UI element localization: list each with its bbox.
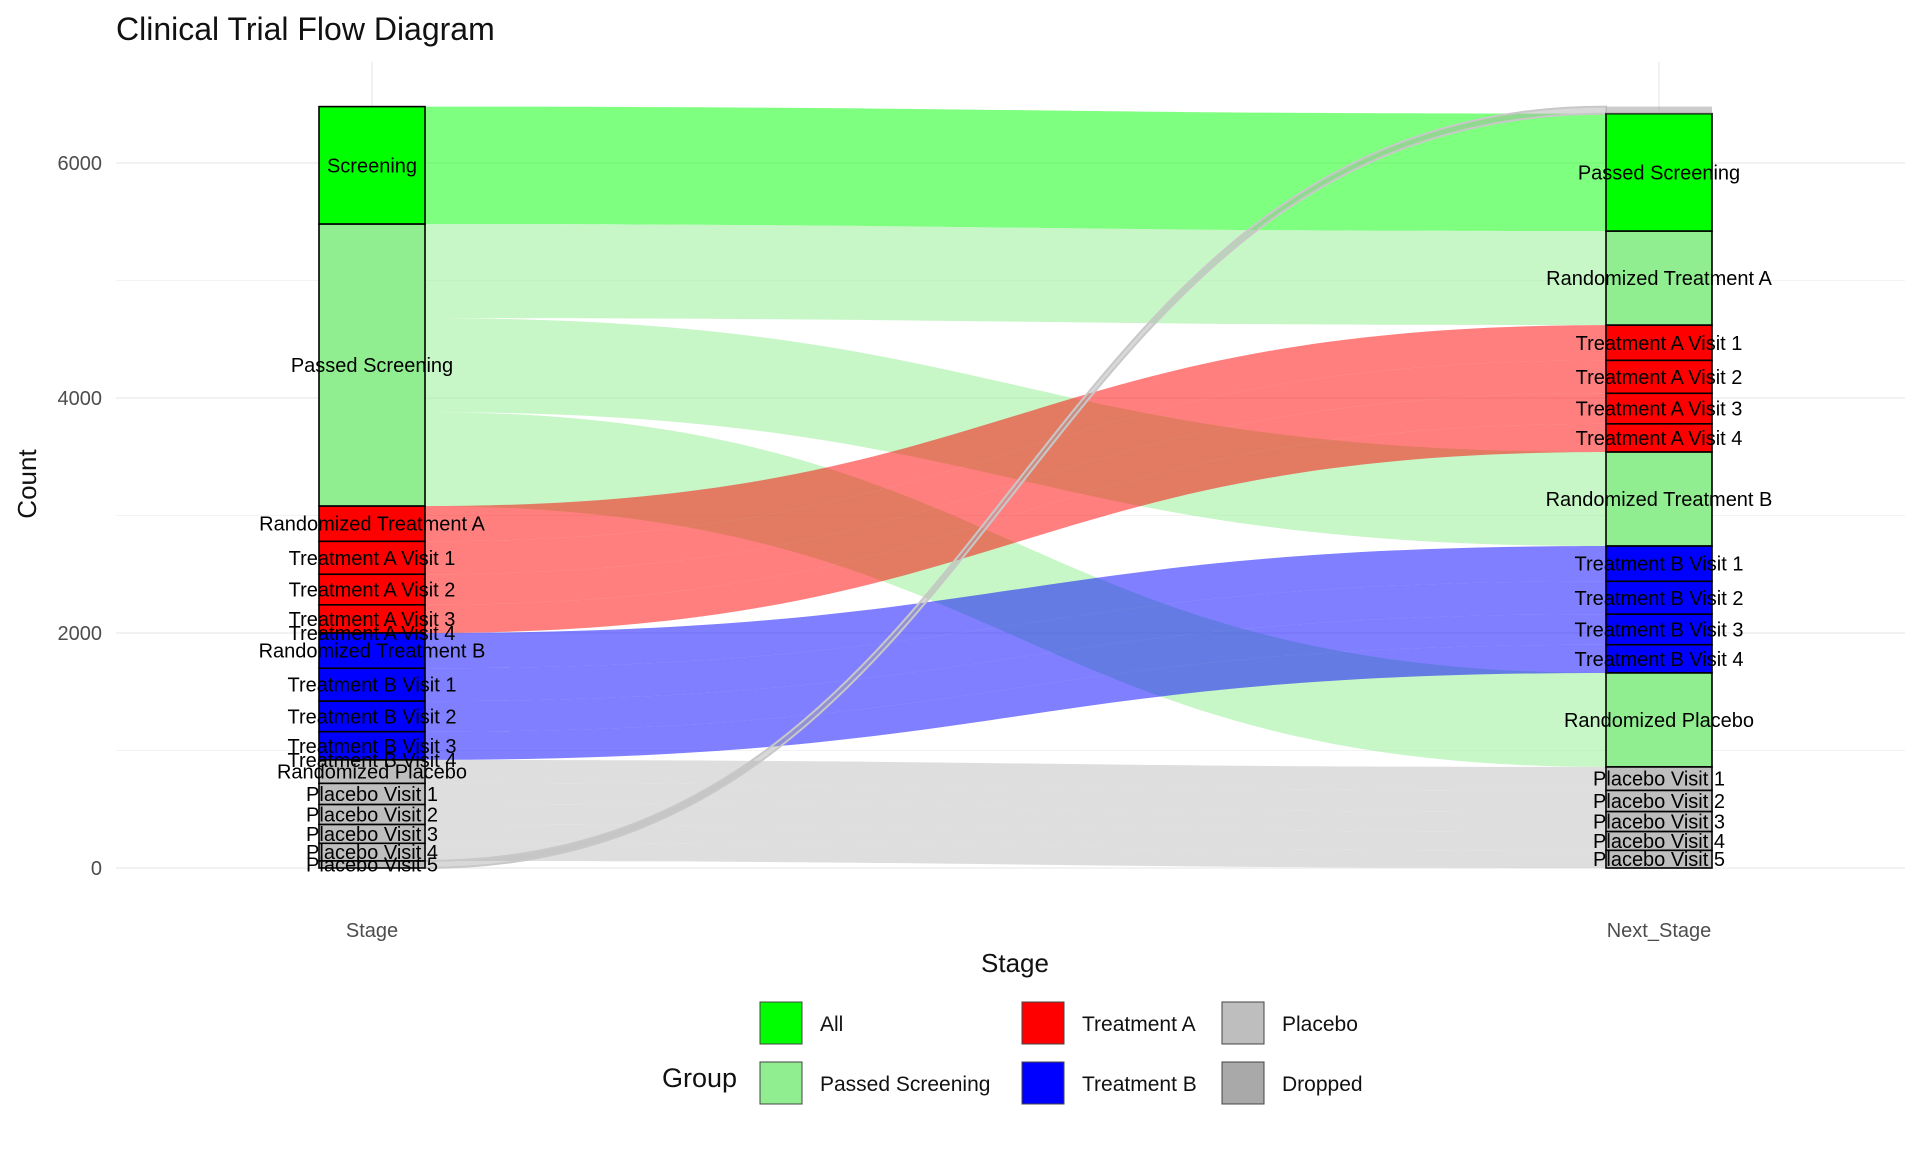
flow-band-placebo-visit-1-to-placebo-visit-2 [425, 783, 1606, 812]
node-label-next-stage-randomized-treatment-a: Randomized Treatment A [1546, 268, 1772, 290]
node-label-next-stage-treatment-b-visit-3: Treatment B Visit 3 [1575, 619, 1744, 641]
node-label-next-stage-placebo-visit-2: Placebo Visit 2 [1593, 791, 1725, 813]
y-tick-label: 6000 [58, 153, 103, 175]
node-next-stage-passed-screening [1605, 112, 1713, 232]
legend-title: Group [662, 1063, 737, 1093]
node-label-stage-placebo-visit-3: Placebo Visit 3 [306, 824, 438, 846]
flow-band-treatment-b-visit-2-to-treatment-b-visit-3 [425, 614, 1606, 732]
flow-band-placebo-visit-3-to-placebo-visit-4 [425, 824, 1606, 851]
node-next-stage-treatment-a-visit-1 [1605, 324, 1713, 362]
node-label-next-stage-treatment-a-visit-3: Treatment A Visit 3 [1576, 399, 1743, 421]
flow-band-placebo-visit-2-to-placebo-visit-3 [425, 804, 1606, 832]
node-label-next-stage-placebo-visit-1: Placebo Visit 1 [1593, 769, 1725, 791]
node-label-next-stage-randomized-treatment-b: Randomized Treatment B [1546, 489, 1773, 511]
chart-title: Clinical Trial Flow Diagram [116, 11, 495, 47]
y-tick-label: 0 [91, 858, 102, 880]
node-stage-treatment-b-visit-1 [318, 667, 426, 702]
node-label-stage-treatment-b-visit-1: Treatment B Visit 1 [288, 675, 457, 697]
node-label-next-stage-randomized-placebo: Randomized Placebo [1564, 710, 1754, 732]
legend-label-all: All [820, 1013, 843, 1036]
node-label-stage-passed-screening: Passed Screening [291, 355, 453, 377]
legend-swatch-placebo [1221, 1001, 1265, 1045]
node-next-stage-dropped [1606, 106, 1712, 114]
node-label-stage-randomized-placebo: Randomized Placebo [277, 762, 467, 784]
node-label-next-stage-placebo-visit-5: Placebo Visit 5 [1593, 849, 1725, 871]
node-label-stage-placebo-visit-2: Placebo Visit 2 [306, 805, 438, 827]
legend-label-treatment-b: Treatment B [1082, 1073, 1197, 1096]
node-label-stage-randomized-treatment-b: Randomized Treatment B [259, 641, 486, 663]
node-label-stage-treatment-a-visit-3: Treatment A Visit 3 [289, 609, 456, 631]
node-label-stage-treatment-a-visit-2: Treatment A Visit 2 [289, 580, 456, 602]
node-label-stage-treatment-b-visit-2: Treatment B Visit 2 [288, 706, 457, 728]
node-label-stage-treatment-b-visit-3: Treatment B Visit 3 [288, 736, 457, 758]
x-tick-stage: Stage [346, 920, 398, 942]
legend-swatch-treatment-b [1021, 1061, 1065, 1105]
node-next-stage-treatment-b-visit-2 [1605, 580, 1713, 615]
node-label-stage-treatment-a-visit-4: Treatment A Visit 4 [289, 623, 456, 645]
node-stage-treatment-a-visit-3 [318, 603, 426, 634]
legend-label-treatment-a: Treatment A [1082, 1013, 1196, 1036]
node-label-next-stage-treatment-a-visit-1: Treatment A Visit 1 [1576, 333, 1743, 355]
flow-band-treatment-b-visit-1-to-treatment-b-visit-2 [425, 581, 1606, 702]
y-tick-label: 4000 [58, 388, 103, 410]
node-next-stage-treatment-a-visit-3 [1605, 392, 1713, 425]
legend-swatch-all [759, 1001, 803, 1045]
flow-band-treatment-a-visit-2-to-treatment-a-visit-3 [425, 393, 1606, 605]
node-label-next-stage-passed-screening: Passed Screening [1578, 162, 1740, 184]
node-stage-treatment-b-visit-3 [318, 730, 426, 761]
node-label-stage-placebo-visit-1: Placebo Visit 1 [306, 784, 438, 806]
node-label-stage-placebo-visit-5: Placebo Visit 5 [306, 854, 438, 876]
node-next-stage-randomized-treatment-b [1605, 451, 1713, 547]
flow-band-randomized-placebo-to-placebo-visit-1 [425, 759, 1606, 791]
node-next-stage-placebo-visit-5 [1605, 849, 1713, 869]
node-label-next-stage-treatment-b-visit-2: Treatment B Visit 2 [1575, 588, 1744, 610]
flow-band-passed-screening-to-randomized-treatment-a [425, 224, 1606, 326]
node-label-stage-placebo-visit-4: Placebo Visit 4 [306, 842, 438, 864]
node-label-next-stage-placebo-visit-4: Placebo Visit 4 [1593, 831, 1725, 853]
node-stage-passed-screening [318, 223, 426, 507]
node-next-stage-randomized-treatment-a [1605, 230, 1713, 326]
y-axis-title: Count [12, 449, 42, 519]
flow-band-randomized-treatment-a-to-treatment-a-visit-1 [425, 325, 1606, 542]
node-next-stage-treatment-b-visit-4 [1605, 643, 1713, 674]
axes: Clinical Trial Flow Diagram Count Stage … [12, 11, 1711, 978]
y-tick-label: 2000 [58, 623, 103, 645]
node-label-next-stage-treatment-a-visit-4: Treatment A Visit 4 [1576, 428, 1743, 450]
node-label-next-stage-placebo-visit-3: Placebo Visit 3 [1593, 812, 1725, 834]
flow-band-treatment-a-visit-1-to-treatment-a-visit-2 [425, 360, 1606, 575]
flow-band-randomized-treatment-b-to-treatment-b-visit-1 [425, 546, 1606, 669]
legend-label-dropped: Dropped [1282, 1073, 1363, 1096]
legend-swatch-treatment-a [1021, 1001, 1065, 1045]
x-tick-next-stage: Next_Stage [1607, 920, 1712, 942]
legend-label-passed-screening: Passed Screening [820, 1073, 990, 1096]
node-stage-treatment-a-visit-1 [318, 540, 426, 576]
node-label-stage-treatment-a-visit-1: Treatment A Visit 1 [289, 548, 456, 570]
flow-bands [424, 105, 1607, 870]
flow-band-screening-to-passed-screening [425, 106, 1606, 232]
node-stage-placebo-visit-5 [318, 860, 426, 869]
legend: Group All Passed Screening Treatment A Trea… [662, 1001, 1363, 1105]
node-next-stage-treatment-b-visit-1 [1605, 545, 1713, 583]
stage-nodes [318, 105, 1713, 869]
node-label-stage-treatment-b-visit-4: Treatment B Visit 4 [288, 750, 457, 772]
node-label-stage-screening: Screening [327, 155, 417, 177]
flow-band-treatment-b-visit-3-to-treatment-b-visit-4 [425, 644, 1606, 760]
node-label-next-stage-treatment-b-visit-1: Treatment B Visit 1 [1575, 554, 1744, 576]
x-axis-title: Stage [981, 948, 1049, 978]
legend-swatch-passed-screening [759, 1061, 803, 1105]
node-label-next-stage-treatment-b-visit-4: Treatment B Visit 4 [1575, 649, 1744, 671]
flow-band-placebo-visit-4-to-placebo-visit-5 [425, 843, 1606, 868]
flow-band-treatment-a-visit-3-to-treatment-a-visit-4 [425, 423, 1606, 633]
node-stage-treatment-a-visit-2 [318, 573, 426, 606]
legend-label-placebo: Placebo [1282, 1013, 1358, 1036]
node-label-next-stage-treatment-a-visit-2: Treatment A Visit 2 [1576, 367, 1743, 389]
node-labels: Screening Passed Screening Randomized Trea… [259, 155, 1773, 876]
legend-swatch-dropped [1221, 1061, 1265, 1105]
node-label-stage-randomized-treatment-a: Randomized Treatment A [259, 514, 485, 536]
